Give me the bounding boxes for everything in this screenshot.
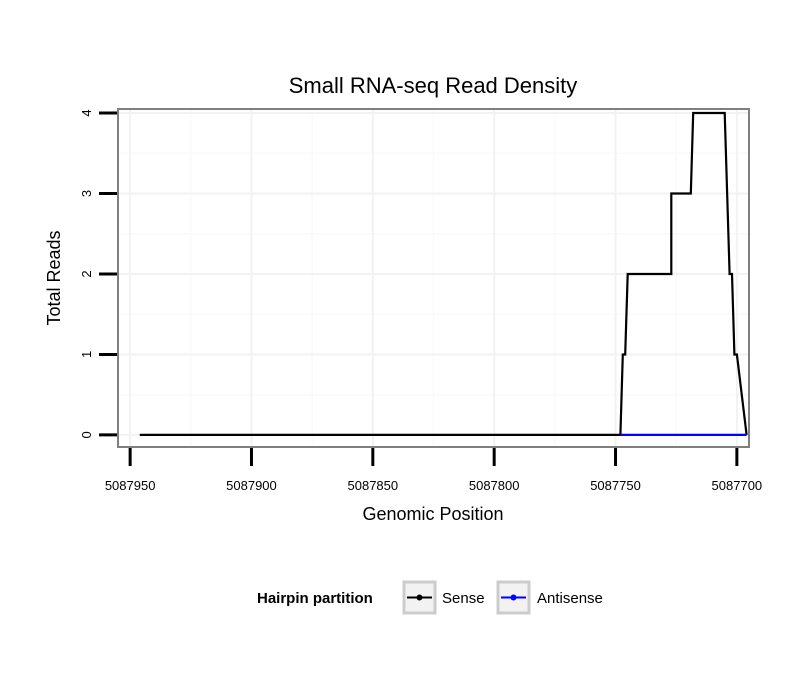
- x-tick-label: 5087850: [348, 478, 399, 493]
- y-tick-label: 1: [79, 351, 94, 358]
- grid: [118, 109, 749, 447]
- y-axis-title: Total Reads: [44, 230, 64, 325]
- series-group: [139, 111, 748, 436]
- legend-title: Hairpin partition: [257, 590, 373, 607]
- y-axis: 0 1 2 3 4: [79, 109, 118, 439]
- legend-key-point-antisense: [510, 594, 517, 601]
- legend: Hairpin partition Sense Antisense: [257, 580, 603, 615]
- x-tick-label: 5087950: [105, 478, 156, 493]
- x-tick-label: 5087900: [226, 478, 277, 493]
- x-tick-label: 5087700: [712, 478, 763, 493]
- x-axis-title: Genomic Position: [362, 504, 503, 524]
- legend-key-point-sense: [416, 594, 423, 601]
- y-tick-label: 2: [79, 270, 94, 277]
- x-axis: 5087950 5087900 5087850 5087800 5087750 50877…: [105, 447, 762, 493]
- y-tick-label: 4: [79, 109, 94, 116]
- legend-label-antisense: Antisense: [537, 590, 603, 607]
- y-tick-label: 3: [79, 190, 94, 197]
- x-tick-label: 5087800: [469, 478, 520, 493]
- series-line-sense: [139, 111, 748, 436]
- legend-label-sense: Sense: [442, 590, 485, 607]
- plot-panel-border: [117, 108, 750, 448]
- x-tick-label: 5087750: [590, 478, 641, 493]
- y-tick-label: 0: [79, 431, 94, 438]
- chart-title: Small RNA-seq Read Density: [289, 73, 578, 98]
